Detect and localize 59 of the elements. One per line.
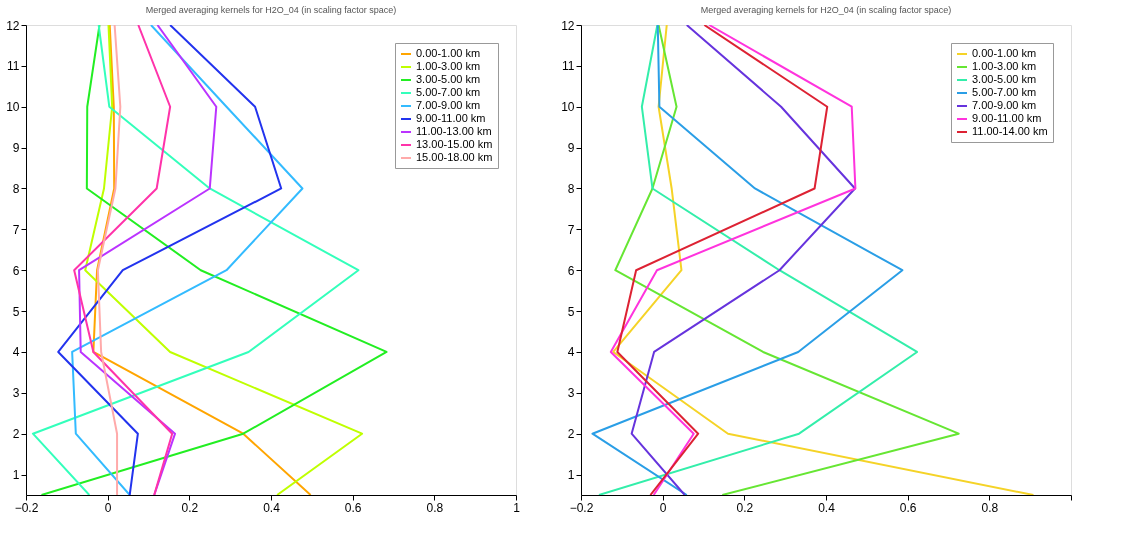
legend-label: 1.00-3.00 km xyxy=(416,60,481,72)
y-tick-label: 6 xyxy=(567,263,575,278)
y-tick-label: 7 xyxy=(12,222,20,237)
x-tick-label: 0.8 xyxy=(426,500,444,515)
chart-title: Merged averaging kernels for H2O_04 (in scaling factor space) xyxy=(145,5,397,15)
legend-label: 11.00-14.00 km xyxy=(972,125,1048,137)
y-tick-label: 2 xyxy=(567,427,575,442)
y-tick-label: 2 xyxy=(12,427,20,442)
legend-label: 9.00-11.00 km xyxy=(972,112,1042,124)
y-tick-label: 12 xyxy=(6,18,20,33)
x-tick-label: −0.2 xyxy=(14,500,39,515)
legend-label: 9.00-11.00 km xyxy=(416,112,486,124)
x-tick-label: 0.2 xyxy=(736,500,754,515)
y-tick-label: 6 xyxy=(12,263,20,278)
x-tick-label: 0.2 xyxy=(181,500,199,515)
y-tick-label: 4 xyxy=(567,345,575,360)
y-tick-label: 5 xyxy=(12,304,20,319)
y-tick-label: 7 xyxy=(567,222,575,237)
line-series xyxy=(73,25,174,495)
x-tick-label: 0.8 xyxy=(981,500,999,515)
y-tick-label: 1 xyxy=(567,468,575,483)
legend-label: 1.00-3.00 km xyxy=(972,60,1037,72)
legend-label: 5.00-7.00 km xyxy=(416,86,481,98)
x-tick-label: 0 xyxy=(104,500,112,515)
legend-label: 3.00-5.00 km xyxy=(416,73,481,85)
legend-label: 3.00-5.00 km xyxy=(972,73,1037,85)
x-tick-label: 0.4 xyxy=(263,500,281,515)
legend-label: 15.00-18.00 km xyxy=(416,151,493,163)
legend-label: 11.00-13.00 km xyxy=(416,125,492,137)
y-tick-label: 11 xyxy=(562,59,575,74)
legend-label: 5.00-7.00 km xyxy=(972,86,1037,98)
line-series xyxy=(96,25,122,495)
y-tick-label: 9 xyxy=(12,141,20,156)
legend-label: 7.00-9.00 km xyxy=(972,99,1037,111)
chart-title: Merged averaging kernels for H2O_04 (in scaling factor space) xyxy=(700,5,952,15)
y-tick-label: 11 xyxy=(7,59,20,74)
legend-label: 0.00-1.00 km xyxy=(416,47,481,59)
y-tick-label: 12 xyxy=(561,18,575,33)
line-series xyxy=(614,25,960,495)
y-tick-label: 8 xyxy=(12,181,20,196)
x-tick-label: −0.2 xyxy=(569,500,594,515)
y-tick-label: 9 xyxy=(567,141,575,156)
x-tick-label: 0 xyxy=(659,500,667,515)
y-tick-label: 8 xyxy=(567,181,575,196)
y-tick-label: 3 xyxy=(12,386,20,401)
legend-label: 7.00-9.00 km xyxy=(416,99,481,111)
y-tick-label: 4 xyxy=(12,345,20,360)
x-tick-label: 0.4 xyxy=(818,500,836,515)
y-tick-label: 10 xyxy=(561,100,575,115)
line-series xyxy=(84,25,364,495)
y-tick-label: 10 xyxy=(6,100,20,115)
x-tick-label: 1 xyxy=(513,500,521,515)
x-tick-label: 0.6 xyxy=(899,500,917,515)
y-tick-label: 1 xyxy=(12,468,20,483)
legend-label: 13.00-15.00 km xyxy=(416,138,493,150)
x-tick-label: 0.6 xyxy=(344,500,362,515)
y-tick-label: 3 xyxy=(567,386,575,401)
legend-label: 0.00-1.00 km xyxy=(972,47,1037,59)
y-tick-label: 5 xyxy=(567,304,575,319)
